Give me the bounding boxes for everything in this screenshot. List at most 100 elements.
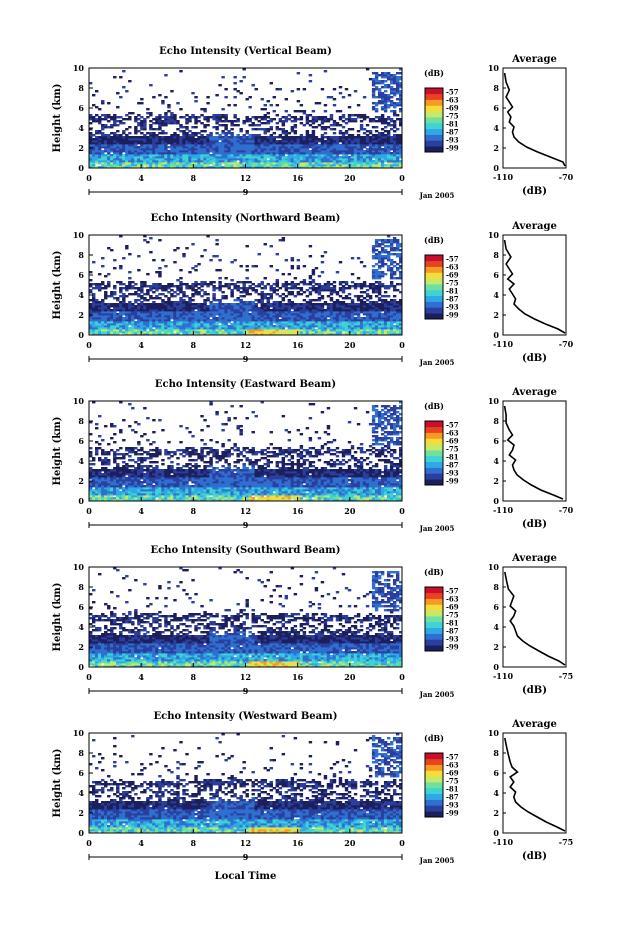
heatmap-cell bbox=[290, 329, 295, 332]
heatmap-cell bbox=[185, 122, 189, 125]
heatmap-cell bbox=[224, 297, 228, 300]
heatmap-cell bbox=[218, 311, 222, 314]
heatmap-cell bbox=[263, 327, 267, 330]
heatmap-cell bbox=[221, 307, 225, 310]
heatmap-cell bbox=[299, 317, 304, 320]
heatmap-cell bbox=[314, 138, 319, 141]
heatmap-cell bbox=[158, 158, 162, 161]
heatmap-cell bbox=[377, 239, 382, 242]
heatmap-cell bbox=[212, 295, 216, 298]
heatmap-cell bbox=[185, 283, 189, 286]
heatmap-cell bbox=[191, 160, 195, 163]
heatmap-cell bbox=[173, 136, 177, 139]
heatmap-cell bbox=[179, 299, 183, 302]
heatmap-cell bbox=[218, 313, 222, 316]
heatmap-cell bbox=[347, 148, 352, 151]
heatmap-cell bbox=[188, 285, 192, 288]
heatmap-cell bbox=[227, 142, 231, 145]
heatmap-cell bbox=[122, 162, 126, 165]
heatmap-cell bbox=[140, 166, 144, 169]
heatmap-cell bbox=[311, 138, 316, 141]
heatmap-cell bbox=[374, 285, 379, 288]
heatmap-cell bbox=[359, 154, 364, 157]
heatmap-cell bbox=[242, 285, 246, 288]
heatmap-cell bbox=[392, 124, 397, 127]
heatmap-cell bbox=[173, 142, 177, 145]
heatmap-cell bbox=[176, 301, 180, 304]
heatmap-cell bbox=[317, 275, 322, 278]
heatmap-cell bbox=[167, 142, 171, 145]
heatmap-cell bbox=[197, 331, 201, 334]
heatmap-cell bbox=[146, 166, 150, 169]
heatmap-cell bbox=[362, 158, 367, 161]
heatmap-cell bbox=[239, 138, 243, 141]
heatmap-cell bbox=[203, 329, 207, 332]
heatmap-cell bbox=[125, 146, 129, 149]
heatmap-cell bbox=[92, 299, 96, 302]
heatmap-cell bbox=[242, 287, 246, 290]
heatmap-cell bbox=[362, 160, 367, 163]
heatmap-cell bbox=[383, 102, 388, 105]
heatmap-cell bbox=[89, 289, 93, 292]
heatmap-cell bbox=[122, 283, 126, 286]
heatmap-cell bbox=[134, 158, 138, 161]
heatmap-cell bbox=[392, 285, 397, 288]
heatmap-cell bbox=[149, 138, 153, 141]
heatmap-cell bbox=[110, 158, 114, 161]
heatmap-cell bbox=[101, 142, 105, 145]
heatmap-cell bbox=[179, 277, 183, 280]
heatmap-cell bbox=[263, 305, 267, 308]
heatmap-cell bbox=[119, 162, 123, 165]
heatmap-cell bbox=[134, 323, 138, 326]
heatmap-cell bbox=[296, 333, 301, 336]
heatmap-cell bbox=[365, 136, 370, 139]
heatmap-cell bbox=[92, 118, 96, 121]
heatmap-cell bbox=[104, 166, 108, 169]
heatmap-cell bbox=[134, 287, 138, 290]
heatmap-cell bbox=[365, 144, 370, 147]
heatmap-cell bbox=[386, 96, 391, 99]
heatmap-cell bbox=[182, 299, 186, 302]
heatmap-cell bbox=[380, 150, 385, 153]
heatmap-cell bbox=[107, 313, 111, 316]
heatmap-cell bbox=[386, 164, 391, 167]
heatmap-cell bbox=[323, 70, 328, 73]
heatmap-cell bbox=[359, 120, 364, 123]
heatmap-cell bbox=[134, 329, 138, 332]
heatmap-cell bbox=[371, 150, 376, 153]
heatmap-cell bbox=[191, 243, 195, 246]
heatmap-cell bbox=[353, 138, 358, 141]
heatmap-cell bbox=[155, 146, 159, 149]
heatmap-cell bbox=[260, 333, 264, 336]
heatmap-cell bbox=[296, 313, 301, 316]
heatmap-cell bbox=[152, 146, 156, 149]
heatmap-cell bbox=[209, 160, 213, 163]
heatmap-cell bbox=[131, 154, 135, 157]
heatmap-cell bbox=[293, 305, 298, 308]
heatmap-cell bbox=[188, 156, 192, 159]
heatmap-cell bbox=[344, 158, 349, 161]
heatmap-cell bbox=[161, 287, 165, 290]
date-label: Jan 2005 bbox=[419, 191, 455, 200]
heatmap-cell bbox=[302, 146, 307, 149]
heatmap-cell bbox=[140, 146, 144, 149]
heatmap-cell bbox=[227, 104, 231, 107]
heatmap-cell bbox=[362, 136, 367, 139]
heatmap-cell bbox=[125, 323, 129, 326]
heatmap-cell bbox=[341, 301, 346, 304]
heatmap-cell bbox=[107, 331, 111, 334]
heatmap-cell bbox=[218, 299, 222, 302]
heatmap-cell bbox=[284, 287, 289, 290]
heatmap-cell bbox=[128, 164, 132, 167]
heatmap-cell bbox=[209, 156, 213, 159]
heatmap-cell bbox=[212, 321, 216, 324]
heatmap-cell bbox=[290, 307, 295, 310]
heatmap-cell bbox=[311, 323, 316, 326]
heatmap-cell bbox=[374, 104, 379, 107]
heatmap-cell bbox=[263, 309, 267, 312]
heatmap-cell bbox=[146, 152, 150, 155]
heatmap-cell bbox=[398, 76, 403, 79]
heatmap-cell bbox=[179, 156, 183, 159]
heatmap-cell bbox=[215, 329, 219, 332]
heatmap-cell bbox=[113, 146, 117, 149]
